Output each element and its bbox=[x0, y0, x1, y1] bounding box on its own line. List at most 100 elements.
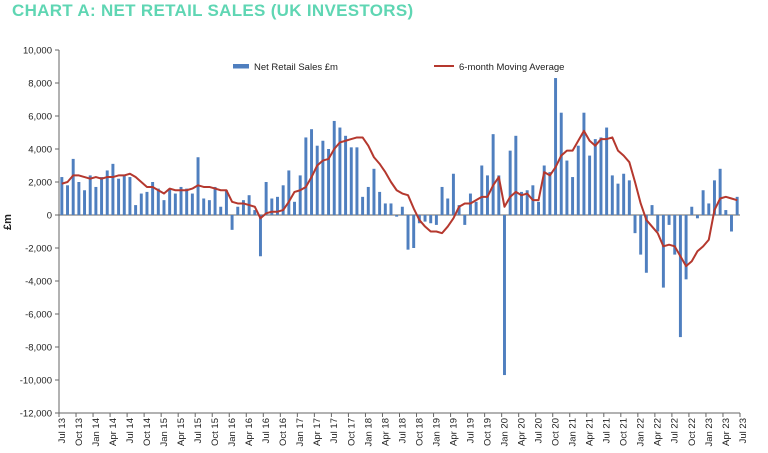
bar bbox=[724, 210, 728, 215]
x-tick-label: Apr 20 bbox=[517, 418, 528, 446]
y-tick-label: 8,000 bbox=[28, 79, 52, 90]
bar bbox=[440, 186, 444, 215]
bar bbox=[83, 190, 87, 215]
legend-bar-label: Net Retail Sales £m bbox=[254, 62, 338, 73]
bar bbox=[224, 190, 228, 215]
bar bbox=[264, 182, 268, 215]
bar bbox=[610, 175, 614, 215]
bar bbox=[145, 191, 149, 215]
x-tick-label: Jul 14 bbox=[125, 418, 136, 443]
x-tick-label: Jul 23 bbox=[738, 418, 749, 443]
x-tick-label: Apr 21 bbox=[585, 418, 596, 446]
bar bbox=[327, 149, 331, 215]
bar bbox=[332, 120, 336, 215]
bar bbox=[537, 201, 541, 215]
bar bbox=[88, 175, 92, 215]
bar bbox=[77, 182, 81, 215]
bar bbox=[457, 205, 461, 215]
bar bbox=[423, 215, 427, 222]
bar bbox=[293, 201, 296, 215]
bar bbox=[718, 168, 722, 215]
legend: Net Retail Sales £m 6-month Moving Averag… bbox=[233, 62, 564, 73]
bar bbox=[298, 175, 302, 215]
bar bbox=[128, 177, 132, 215]
bar bbox=[491, 134, 495, 215]
bar bbox=[202, 198, 206, 215]
bar bbox=[593, 139, 597, 215]
bar bbox=[66, 185, 69, 215]
bar bbox=[111, 163, 115, 215]
bar bbox=[503, 215, 506, 376]
bar bbox=[582, 112, 586, 215]
x-tick-label: Apr 17 bbox=[312, 418, 323, 446]
bar bbox=[219, 206, 223, 215]
x-tick-label: Apr 16 bbox=[244, 418, 255, 446]
x-tick-label: Oct 16 bbox=[278, 418, 289, 446]
x-tick-label: Jan 16 bbox=[227, 418, 238, 447]
x-tick-label: Jan 17 bbox=[295, 418, 306, 447]
bar bbox=[639, 215, 643, 255]
x-tick-label: Jul 18 bbox=[397, 418, 408, 443]
y-tick-label: 2,000 bbox=[28, 178, 52, 189]
bar bbox=[168, 188, 172, 215]
y-axis: 10,000 8,000 6,000 4,000 2,000 0 -2,000 -4,000 -… bbox=[20, 46, 60, 420]
x-tick-label: Oct 19 bbox=[482, 418, 493, 446]
x-tick-label: Jan 23 bbox=[704, 418, 715, 447]
bar bbox=[378, 191, 382, 215]
bar bbox=[253, 210, 257, 215]
bar bbox=[406, 215, 410, 250]
bar bbox=[508, 150, 512, 215]
bar bbox=[446, 198, 450, 215]
x-tick-label: Jul 17 bbox=[329, 418, 340, 443]
bar bbox=[349, 147, 353, 215]
bar bbox=[571, 177, 575, 215]
bar bbox=[400, 206, 404, 215]
x-tick-label: Jan 20 bbox=[499, 418, 510, 447]
y-tick-label: -4,000 bbox=[25, 277, 52, 288]
bar bbox=[673, 215, 677, 255]
x-tick-label: Oct 20 bbox=[551, 418, 562, 446]
bar bbox=[117, 178, 121, 215]
bar bbox=[576, 145, 580, 215]
x-tick-label: Jul 22 bbox=[670, 418, 681, 443]
bar bbox=[542, 165, 546, 215]
bar bbox=[207, 200, 211, 215]
bar bbox=[281, 185, 285, 215]
x-tick-label: Jul 20 bbox=[534, 418, 545, 443]
bar bbox=[185, 188, 189, 215]
bar bbox=[616, 183, 620, 215]
bar bbox=[122, 175, 126, 215]
x-tick-label: Jan 22 bbox=[636, 418, 647, 447]
bar bbox=[162, 200, 166, 215]
chart-title: CHART A: NET RETAIL SALES (UK INVESTORS) bbox=[12, 1, 414, 20]
bar bbox=[712, 180, 716, 215]
x-tick-label: Jul 13 bbox=[57, 418, 68, 443]
bar bbox=[321, 140, 325, 215]
x-tick-label: Jan 19 bbox=[431, 418, 442, 447]
bar bbox=[514, 135, 518, 215]
bar bbox=[695, 215, 699, 219]
y-axis-label: £m bbox=[2, 214, 14, 230]
bar bbox=[497, 175, 501, 215]
bar-series bbox=[60, 78, 739, 376]
y-tick-label: 10,000 bbox=[23, 46, 52, 57]
x-tick-label: Apr 23 bbox=[721, 418, 732, 446]
bar bbox=[338, 127, 342, 215]
x-tick-label: Jan 18 bbox=[363, 418, 374, 447]
bar bbox=[735, 196, 739, 215]
bar bbox=[71, 158, 75, 215]
bar bbox=[661, 215, 665, 288]
bar bbox=[588, 155, 592, 215]
bar bbox=[383, 203, 387, 215]
y-tick-label: -6,000 bbox=[25, 310, 52, 321]
x-tick-label: Jul 16 bbox=[261, 418, 272, 443]
bar bbox=[701, 190, 705, 215]
bar bbox=[451, 173, 455, 215]
bar bbox=[480, 165, 484, 215]
bar bbox=[474, 201, 478, 215]
bar bbox=[151, 182, 155, 215]
x-tick-label: Jul 15 bbox=[193, 418, 204, 443]
line-series bbox=[61, 129, 738, 268]
bar bbox=[179, 186, 183, 215]
bar bbox=[173, 193, 177, 215]
